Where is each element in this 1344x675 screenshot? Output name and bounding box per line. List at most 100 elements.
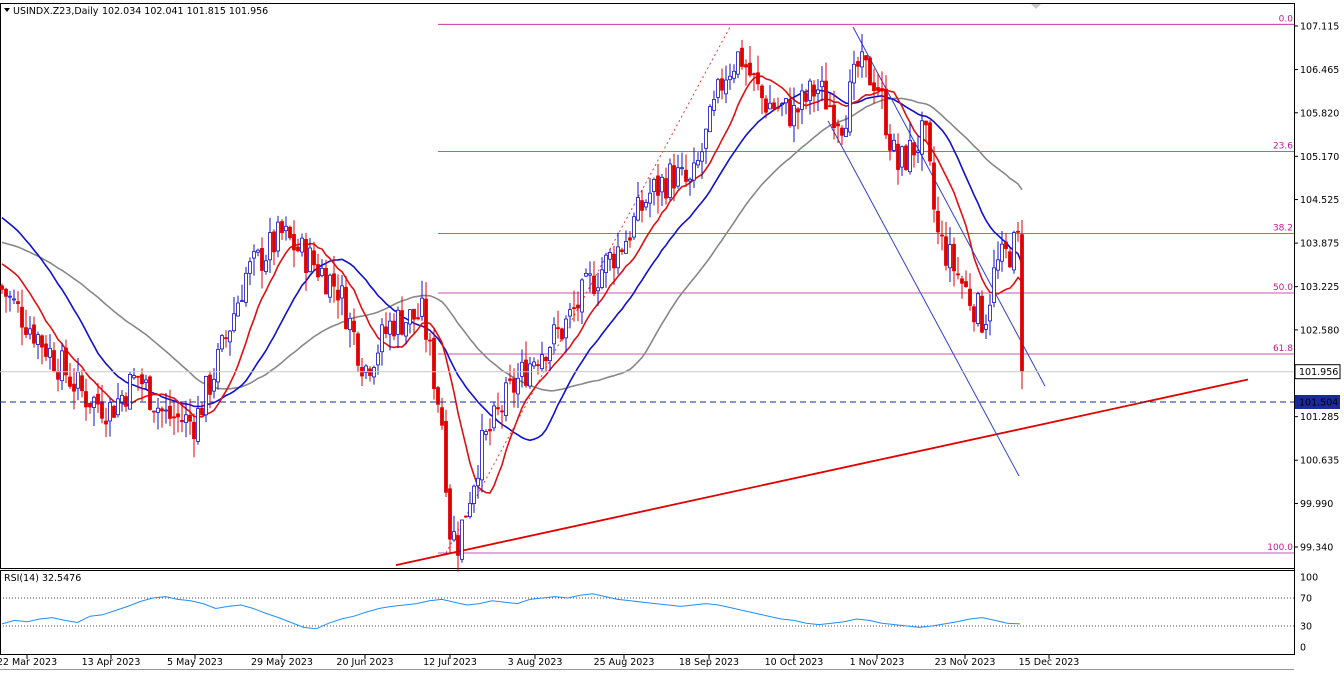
bear-candle [440, 407, 444, 426]
bull-candle [992, 267, 996, 303]
bull-candle [792, 105, 796, 127]
bull-candle [216, 349, 220, 383]
date-tick-label: 13 Apr 2023 [82, 657, 141, 668]
bull-candle [808, 80, 812, 101]
bull-candle [252, 251, 256, 259]
price-tick-label: 105.820 [1300, 108, 1339, 119]
bear-candle [168, 405, 172, 419]
bear-candle [136, 375, 140, 378]
bear-candle [1004, 241, 1008, 250]
date-tick-label: 22 Mar 2023 [0, 657, 57, 668]
bear-candle [760, 85, 764, 99]
bear-candle [576, 304, 580, 309]
bear-candle [828, 105, 832, 108]
date-tick-label: 29 May 2023 [251, 657, 313, 668]
bull-candle [564, 318, 568, 339]
price-axis: 107.115 106.465 105.820 105.170 104.525 103.8… [0, 22, 1341, 554]
bear-candle [612, 253, 616, 269]
bear-candle [872, 82, 876, 92]
bull-candle [476, 477, 480, 487]
support-level-box [1295, 394, 1340, 409]
bear-candle [956, 273, 960, 276]
bull-candle [532, 361, 536, 367]
date-tick-label: 12 Jul 2023 [423, 657, 477, 668]
main-panel-frame [0, 3, 1295, 569]
fib-level-label: 50.0 [1273, 283, 1293, 293]
bear-candle [56, 371, 60, 380]
bull-candle [320, 267, 324, 277]
bear-candle [464, 515, 468, 518]
bull-candle [852, 63, 856, 84]
collapse-triangle-icon[interactable] [4, 8, 10, 12]
bull-candle [820, 80, 824, 88]
bull-candle [1000, 243, 1004, 262]
bear-candle [1020, 234, 1024, 373]
bear-candle [104, 420, 108, 425]
bear-candle [96, 393, 100, 405]
current-price-box [1294, 364, 1341, 380]
bull-candle [228, 330, 232, 343]
trend-drawings[interactable] [395, 26, 1249, 566]
bear-candle [148, 376, 152, 410]
bear-candle [352, 320, 356, 333]
bear-candle [44, 343, 48, 357]
bull-candle [528, 363, 532, 387]
bear-candle [4, 288, 8, 297]
bear-candle [764, 98, 768, 113]
bull-candle [376, 352, 380, 366]
bear-candle [176, 413, 180, 418]
fib-anchor-line [445, 26, 731, 554]
bull-candle [600, 269, 604, 288]
bull-candle [284, 225, 288, 232]
bull-candle [800, 90, 804, 110]
bear-candle [1008, 251, 1012, 268]
bull-candle [680, 167, 684, 170]
bear-candle [280, 221, 284, 234]
date-tick-label: 20 Jun 2023 [336, 657, 393, 668]
bear-candle [952, 243, 956, 272]
bear-candle [628, 237, 632, 241]
bear-candle [932, 162, 936, 210]
bull-candle [460, 519, 464, 560]
bear-candle [888, 133, 892, 151]
bull-candle [688, 178, 692, 182]
bear-candle [20, 306, 24, 328]
bull-candle [212, 378, 216, 392]
symbol-label: USINDX.Z23,Daily [13, 6, 99, 17]
bear-candle [912, 142, 916, 156]
bear-candle [124, 396, 128, 407]
bull-candle [548, 347, 552, 362]
bull-candle [120, 394, 124, 403]
rsi-tick-label: 30 [1300, 622, 1312, 633]
bear-candle [312, 250, 316, 266]
bear-candle [64, 347, 68, 376]
date-tick-label: 3 Aug 2023 [508, 657, 563, 668]
price-tick-label: 104.525 [1300, 195, 1339, 206]
bull-candle [12, 298, 16, 301]
bull-candle [220, 335, 224, 350]
bull-candle [580, 279, 584, 313]
bull-candle [552, 324, 556, 345]
bear-candle [772, 102, 776, 109]
bear-candle [592, 275, 596, 294]
bull-candle [716, 79, 720, 98]
bull-candle [648, 192, 652, 204]
scroll-marker-icon[interactable] [1031, 4, 1041, 9]
bull-candle [644, 202, 648, 208]
bull-candle [860, 51, 864, 68]
rsi-title: RSI(14) 32.5476 [4, 573, 81, 584]
bear-candle [868, 57, 872, 86]
bull-candle [584, 272, 588, 277]
bear-candle [172, 416, 176, 419]
bull-candle [608, 252, 612, 260]
bull-candle [848, 81, 852, 133]
bear-candle [260, 248, 264, 271]
bear-candle [964, 281, 968, 287]
price-tick-label: 99.340 [1300, 543, 1333, 554]
bear-candle [960, 278, 964, 284]
bull-candle [8, 295, 12, 298]
bull-candle [692, 162, 696, 181]
bull-candle [632, 216, 636, 238]
bear-candle [0, 285, 4, 290]
